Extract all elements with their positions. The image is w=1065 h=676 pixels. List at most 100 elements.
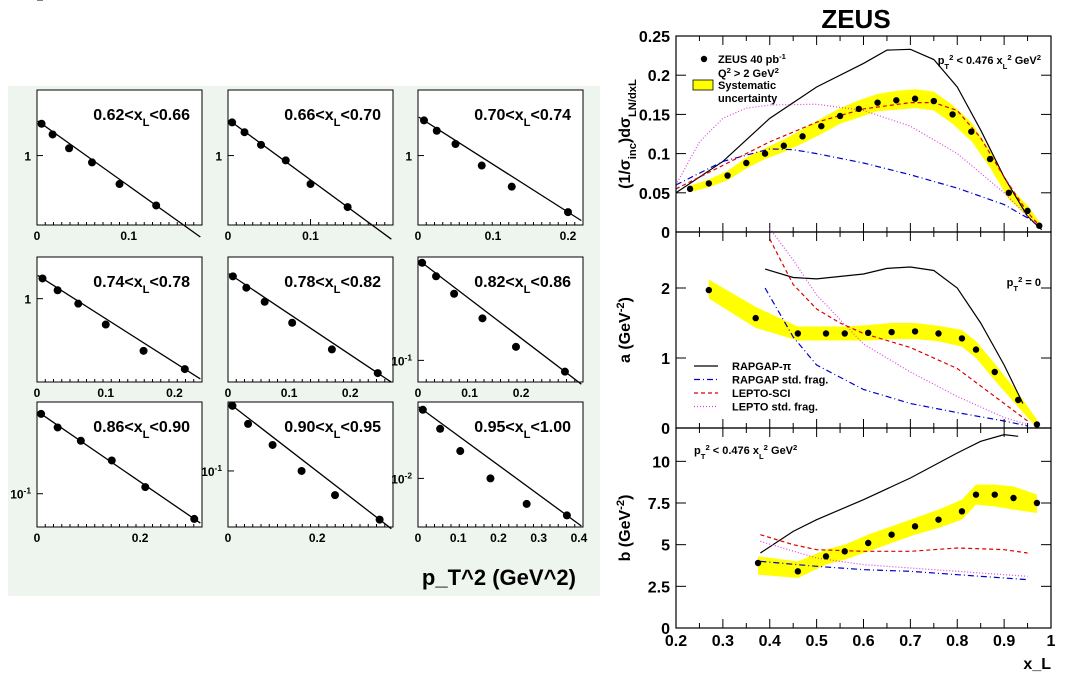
panel-annotation: pT2 < 0.476 xL2 GeV2: [694, 443, 797, 461]
pt2-panel: 0 0.1 0.2 10-1 0.82<xL<0.86: [391, 256, 584, 400]
data-point: [822, 553, 830, 560]
data-point: [560, 367, 569, 376]
data-point: [986, 155, 994, 163]
y-tick-label: 7.5: [648, 496, 670, 513]
panel-frame: [36, 256, 203, 383]
left-xlabel: p_T^2 (GeV^2): [422, 565, 576, 590]
data-point: [686, 185, 694, 193]
data-point: [451, 140, 460, 149]
x-tick-label: 0.2: [513, 386, 530, 400]
data-point: [190, 514, 199, 523]
data-point: [911, 328, 919, 335]
data-point: [1005, 189, 1013, 196]
panel-frame: [417, 256, 584, 383]
y-tick-label: 0: [661, 621, 670, 638]
legend-label-data: ZEUS 40 pb-1: [718, 52, 787, 67]
data-point: [48, 130, 57, 139]
data-point: [260, 297, 269, 306]
x-tick-label: 0.8: [946, 633, 968, 650]
systematic-band: [758, 484, 1037, 578]
y-tick-label: 1: [24, 150, 31, 164]
fit-line: [37, 120, 201, 238]
y-tick-label: 10-1: [201, 463, 222, 479]
legend-label-band: uncertainty: [718, 93, 778, 105]
y-tick-label: 0: [661, 421, 670, 438]
data-point: [180, 365, 189, 374]
x-tick-label: 0.1: [281, 386, 298, 400]
legend-top: ZEUS 40 pb-1Q2 > 2 GeV2Systematicuncerta…: [692, 52, 787, 105]
data-point: [1033, 421, 1041, 428]
x-tick-label: 0.2: [342, 386, 359, 400]
data-point: [37, 119, 46, 128]
data-point: [228, 118, 237, 127]
y-tick-label: 0.05: [639, 186, 670, 203]
data-point: [794, 568, 802, 575]
x-tick-label: 0.4: [571, 531, 588, 545]
data-point: [511, 342, 520, 351]
x-tick-label: 0.9: [993, 633, 1015, 650]
fit-line: [418, 259, 582, 385]
data-point: [418, 258, 427, 267]
legend-label-band: Systematic: [718, 80, 776, 92]
legend-label-q2: Q2 > 2 GeV2: [718, 66, 779, 81]
y-tick-label: 2: [661, 281, 670, 298]
panel-annotation: pT2 < 0.476 xL2 GeV2: [938, 53, 1041, 71]
y-tick-label: 1: [661, 351, 670, 368]
right-xlabel: x_L: [1023, 656, 1051, 673]
panel-label: 0.74<xL<0.78: [93, 274, 190, 296]
data-point: [841, 548, 848, 555]
legend-marker-band: [692, 79, 714, 91]
data-point: [972, 346, 980, 353]
panel-annotation: pT2 = 0: [1007, 275, 1041, 293]
data-point: [288, 318, 297, 327]
y-tick-label: 0.1: [648, 147, 670, 164]
model-curve: [760, 540, 1028, 577]
data-point: [752, 314, 759, 322]
data-point: [874, 99, 881, 106]
data-point: [799, 133, 806, 140]
data-point: [705, 286, 713, 294]
panel-frame: [227, 256, 394, 383]
data-point: [991, 491, 998, 498]
data-point: [281, 156, 290, 165]
data-point: [141, 483, 150, 492]
y-tick-label: 5: [661, 538, 670, 555]
data-point: [836, 112, 844, 120]
legend-marker-data: [700, 55, 708, 63]
panel-frame: [227, 89, 394, 226]
pt2-panel: 0 0.1 0.2 1 0.70<xL<0.74: [405, 89, 584, 243]
model-curve: [769, 238, 1028, 422]
data-point: [724, 172, 731, 179]
panel-label: 0.95<xL<1.00: [474, 419, 571, 441]
data-point: [930, 97, 938, 105]
y-tick-label: 10-1: [391, 352, 412, 368]
panel-label: 0.70<xL<0.74: [474, 107, 571, 129]
y-tick-label: 0: [661, 225, 670, 242]
data-point: [893, 97, 900, 104]
data-point: [794, 330, 802, 337]
data-point: [1010, 494, 1017, 502]
data-point: [456, 447, 465, 456]
model-curve: [764, 287, 1028, 427]
data-point: [864, 329, 872, 336]
data-point: [139, 346, 148, 355]
y-tick-label: 1: [24, 293, 31, 307]
data-point: [864, 539, 872, 547]
fit-line: [228, 119, 392, 240]
data-point: [76, 436, 85, 445]
panel-label: 0.82<xL<0.86: [474, 274, 571, 296]
data-point: [53, 286, 62, 295]
data-point: [991, 368, 998, 376]
data-point: [780, 142, 788, 149]
fit-line: [228, 402, 392, 530]
data-point: [65, 144, 74, 153]
left-panel-grid: 0 0.1 1 0.62<xL<0.66 0 0.1 1 0.66<xL<0.70 0 0.1 0.…: [1, 0, 588, 545]
x-tick-label: 0: [225, 229, 232, 243]
data-point: [855, 105, 863, 113]
y-tick-label: 10-1: [10, 486, 31, 502]
data-point: [74, 299, 83, 308]
data-point: [935, 330, 942, 337]
data-point: [972, 491, 980, 498]
data-point: [107, 456, 116, 465]
x-tick-label: 0.4: [759, 633, 781, 650]
